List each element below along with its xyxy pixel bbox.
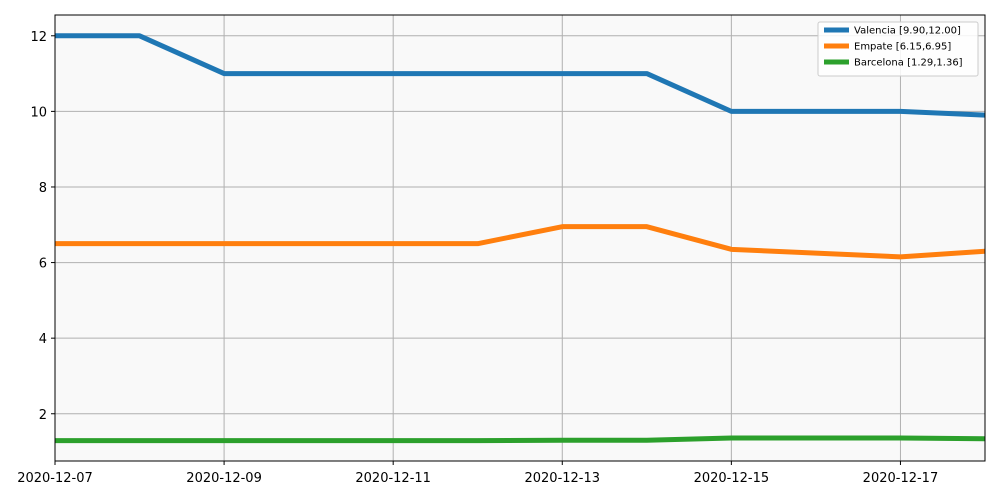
x-tick-label: 2020-12-15	[694, 471, 770, 486]
y-axis: 2 4 6 8 10 12	[30, 30, 55, 423]
plot-frame	[54, 14, 986, 462]
series-line-0	[55, 33, 985, 118]
x-tick-label: 2020-12-07	[17, 471, 93, 486]
y-tick-label: 12	[30, 30, 47, 45]
y-tick-label: 8	[39, 181, 47, 196]
legend: Valencia [9.90,12.00] Empate [6.15,6.95] B…	[817, 21, 979, 77]
x-axis: 2020-12-07 2020-12-09 2020-12-11 2020-12-13…	[17, 461, 938, 486]
legend-label-2: Barcelona [1.29,1.36]	[854, 58, 963, 69]
series-layer	[55, 33, 985, 444]
y-tick-label: 4	[39, 332, 47, 347]
x-tick-label: 2020-12-11	[355, 471, 431, 486]
legend-label-0: Valencia [9.90,12.00]	[854, 26, 961, 37]
x-tick-label: 2020-12-09	[186, 471, 262, 486]
series-line-1	[55, 224, 985, 260]
plot-background	[55, 15, 985, 461]
y-tick-label: 2	[39, 408, 47, 423]
series-line-2	[55, 435, 985, 444]
legend-box	[817, 21, 979, 77]
x-tick-label: 2020-12-13	[524, 471, 600, 486]
x-tick-label: 2020-12-17	[863, 471, 939, 486]
y-tick-label: 6	[39, 257, 47, 272]
legend-label-1: Empate [6.15,6.95]	[854, 42, 951, 53]
y-tick-label: 10	[30, 105, 47, 120]
